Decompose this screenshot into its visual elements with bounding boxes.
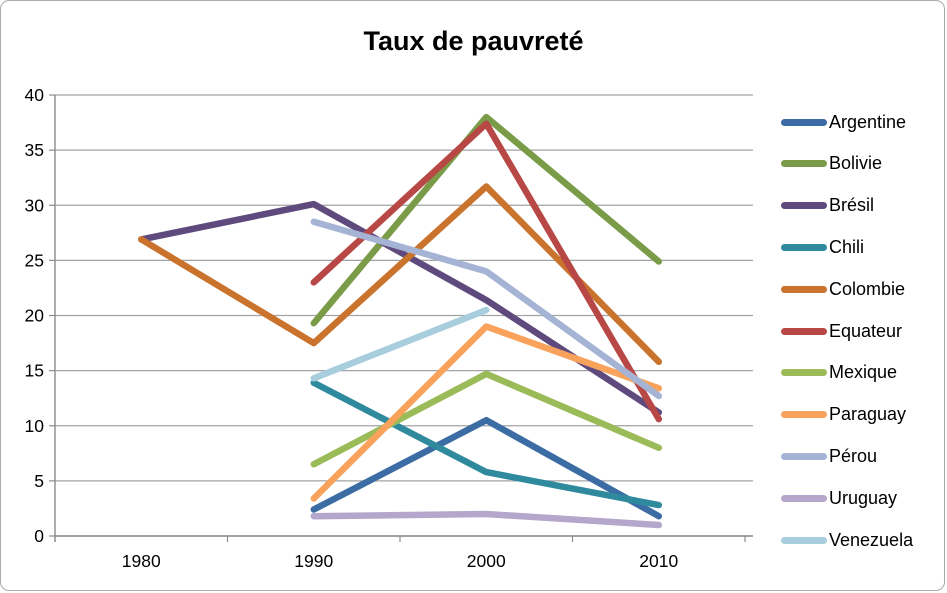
series-line-brésil — [138, 200, 663, 416]
legend-item-equateur: Equateur — [781, 319, 902, 343]
y-axis-label: 0 — [34, 526, 44, 546]
legend-item-paraguay: Paraguay — [781, 403, 906, 427]
legend-swatch-icon — [781, 494, 827, 502]
x-axis-label: 1980 — [122, 551, 161, 571]
x-axis-label: 2010 — [639, 551, 678, 571]
legend-label: Mexique — [829, 362, 898, 383]
legend-label: Argentine — [829, 111, 907, 132]
legend-swatch-icon — [781, 285, 827, 293]
legend-item-mexique: Mexique — [781, 361, 897, 385]
legend-swatch-icon — [781, 369, 827, 377]
y-axis-label: 25 — [25, 250, 44, 270]
y-axis-label: 20 — [25, 306, 45, 326]
series-line-chili — [310, 379, 663, 509]
series-line-argentine — [310, 416, 663, 520]
legend-swatch-icon — [781, 118, 827, 126]
series-line-mexique — [310, 370, 663, 468]
legend-item-argentine: Argentine — [781, 110, 906, 134]
legend-item-colombie: Colombie — [781, 277, 905, 301]
legend-item-venezuela: Venezuela — [781, 528, 913, 552]
legend-item-chili: Chili — [781, 235, 864, 259]
y-axis-label: 10 — [25, 416, 45, 436]
x-axis-label: 2000 — [467, 551, 506, 571]
legend-item-brésil: Brésil — [781, 194, 874, 218]
series-line-paraguay — [310, 323, 663, 502]
legend-swatch-icon — [781, 536, 827, 544]
y-axis-label: 35 — [25, 140, 44, 160]
legend-label: Brésil — [829, 195, 875, 216]
y-axis-label: 15 — [25, 361, 44, 381]
legend-label: Colombie — [829, 278, 906, 299]
legend-item-pérou: Pérou — [781, 444, 877, 468]
legend-label: Equateur — [829, 320, 903, 341]
series-line-equateur — [310, 120, 663, 423]
legend-label: Uruguay — [829, 487, 898, 508]
series-line-uruguay — [310, 510, 663, 529]
legend-swatch-icon — [781, 202, 827, 210]
legend-label: Bolivie — [829, 153, 883, 174]
series-line-pérou — [310, 218, 663, 400]
legend-swatch-icon — [781, 160, 827, 168]
y-axis-label: 30 — [25, 195, 45, 215]
legend-swatch-icon — [781, 411, 827, 419]
x-axis-label: 1990 — [294, 551, 333, 571]
legend-label: Paraguay — [829, 404, 907, 425]
legend-swatch-icon — [781, 327, 827, 335]
legend-swatch-icon — [781, 452, 827, 460]
series-line-venezuela — [310, 306, 490, 382]
legend-label: Venezuela — [829, 529, 914, 550]
chart-title: Taux de pauvreté — [363, 26, 584, 56]
legend-item-uruguay: Uruguay — [781, 486, 897, 510]
legend-label: Pérou — [829, 445, 878, 466]
legend-swatch-icon — [781, 243, 827, 251]
y-axis-label: 40 — [25, 85, 45, 105]
series-line-colombie — [138, 183, 663, 366]
y-axis-label: 5 — [34, 471, 44, 491]
legend-label: Chili — [829, 236, 865, 257]
series-line-bolivie — [310, 113, 663, 327]
legend-item-bolivie: Bolivie — [781, 152, 882, 176]
